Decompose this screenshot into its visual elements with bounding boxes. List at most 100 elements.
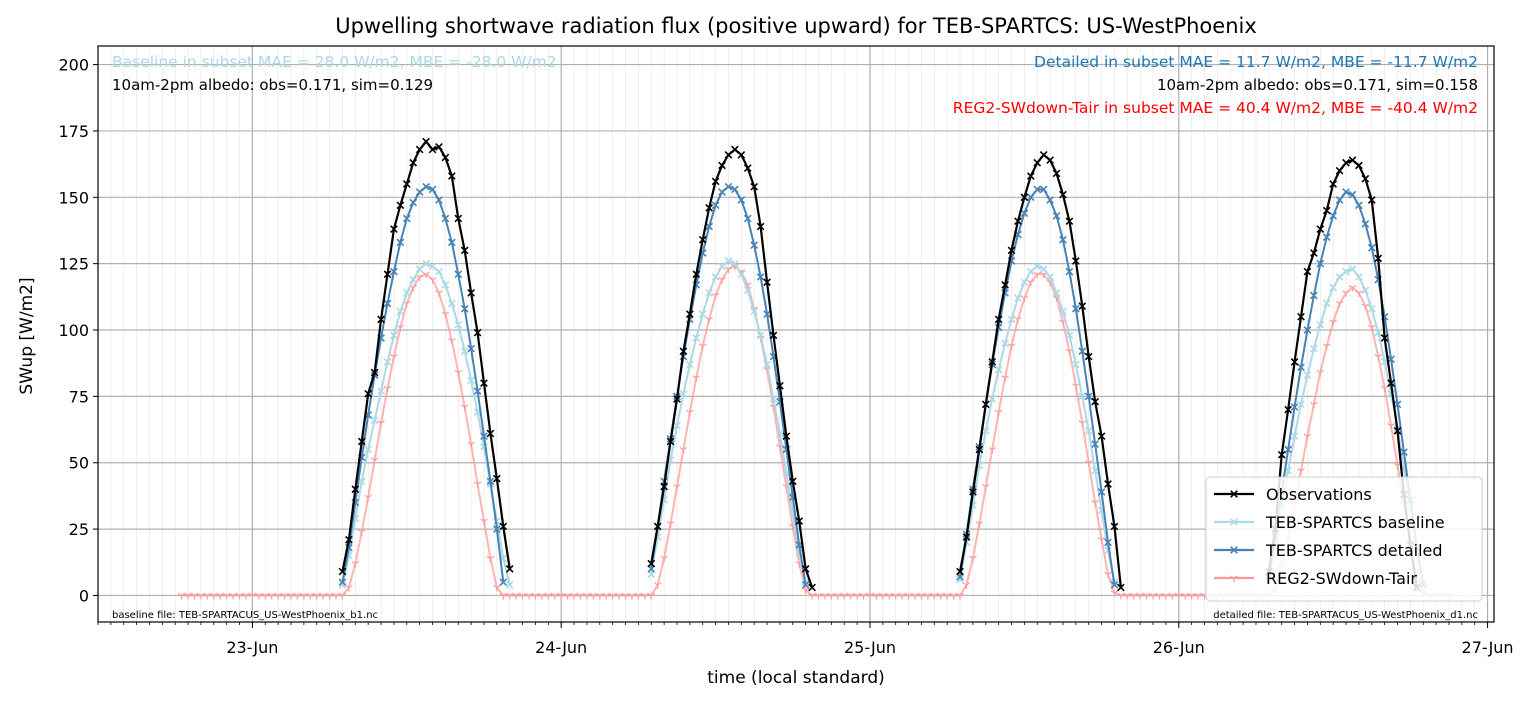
data-point [988, 395, 997, 403]
data-point [737, 196, 746, 204]
data-point [447, 238, 456, 247]
data-point [1297, 400, 1305, 409]
data-point [1014, 217, 1022, 226]
data-point [698, 235, 707, 244]
data-point [1277, 450, 1286, 459]
data-point [460, 304, 469, 313]
data-point [1001, 281, 1009, 289]
data-point [492, 525, 501, 533]
data-point [750, 307, 759, 316]
data-point [1322, 343, 1331, 350]
data-point [1071, 257, 1080, 265]
data-point [1303, 267, 1312, 276]
legend-item: Observations [1214, 485, 1372, 504]
data-point [698, 343, 707, 350]
baseline-stats-annotation: Baseline in subset MAE = 28.0 W/m2, MBE … [112, 53, 557, 71]
x-tick-label: 25-Jun [844, 638, 896, 657]
data-point [1303, 433, 1312, 441]
data-point [718, 188, 726, 196]
data-point [390, 267, 398, 276]
data-point [383, 270, 392, 279]
data-point [402, 288, 411, 297]
data-point [505, 580, 514, 589]
data-point [428, 145, 437, 154]
series-observations [338, 137, 1421, 592]
data-point [956, 575, 964, 584]
data-point [415, 265, 424, 273]
data-point [686, 409, 694, 417]
baseline-albedo-annotation: 10am-2pm albedo: obs=0.171, sim=0.129 [112, 76, 433, 94]
data-point [473, 387, 482, 395]
legend-box [1205, 476, 1483, 602]
data-point [1290, 432, 1299, 441]
data-point [737, 270, 746, 279]
data-point [679, 389, 688, 398]
data-point [801, 565, 810, 573]
data-point [1367, 304, 1376, 313]
y-tick-label: 150 [58, 188, 89, 207]
data-point [705, 204, 714, 212]
data-point [1284, 445, 1293, 454]
data-point [1052, 288, 1061, 297]
data-point [1361, 286, 1370, 295]
data-point [1059, 235, 1067, 244]
data-point [1007, 315, 1016, 324]
data-point [1033, 158, 1042, 167]
y-tick-label: 100 [58, 321, 89, 340]
data-point [1020, 209, 1029, 218]
data-point [795, 517, 804, 525]
data-point [1310, 249, 1318, 257]
x-tick-label: 27-Jun [1462, 638, 1514, 657]
data-point [1059, 307, 1067, 316]
data-point [422, 182, 430, 191]
detailed-file-annotation: detailed file: TEB-SPARTACUS_US-WestPhoe… [1213, 610, 1478, 621]
data-point [1110, 580, 1119, 589]
data-point [673, 421, 681, 430]
data-point [390, 354, 398, 361]
data-point [454, 369, 463, 377]
data-point [345, 535, 353, 544]
data-point [448, 338, 456, 345]
y-tick-label: 25 [69, 520, 89, 539]
data-point [705, 288, 714, 297]
data-point [454, 214, 463, 223]
data-point [357, 529, 366, 536]
data-point [396, 307, 405, 316]
data-point [1342, 290, 1350, 297]
series-line [1267, 158, 1418, 588]
data-point [1355, 161, 1363, 170]
data-point [1097, 537, 1106, 544]
data-point [1361, 174, 1370, 183]
legend-item: TEB-SPARTCS detailed [1214, 541, 1443, 560]
data-point [1348, 285, 1357, 292]
data-point [345, 584, 353, 592]
data-point [1380, 334, 1389, 342]
data-point [1065, 267, 1074, 276]
data-point [1078, 392, 1087, 401]
data-point [763, 310, 771, 318]
data-point [776, 381, 784, 390]
data-point [1078, 420, 1087, 427]
data-point [808, 583, 816, 592]
y-axis-label: SWup [W/m2] [17, 277, 37, 394]
data-point [1374, 254, 1383, 263]
data-point [1091, 466, 1100, 475]
data-point [711, 177, 720, 186]
data-point [1059, 190, 1067, 199]
data-point [692, 334, 701, 342]
data-point [435, 290, 443, 297]
data-point [1335, 273, 1344, 281]
legend-marker [1230, 546, 1238, 554]
data-point [435, 267, 443, 276]
data-point [1104, 480, 1112, 488]
data-point [1001, 375, 1009, 382]
major-grid: 0 25 50 75 100 125 150 175 200 23-Jun 24-Jun 25-Jun… [58, 46, 1514, 657]
data-point [370, 457, 379, 465]
data-point [1329, 180, 1338, 188]
data-point [763, 278, 771, 287]
data-point [1400, 448, 1408, 456]
series-line [958, 153, 1122, 588]
data-point [1310, 291, 1318, 300]
data-point [1367, 324, 1376, 332]
